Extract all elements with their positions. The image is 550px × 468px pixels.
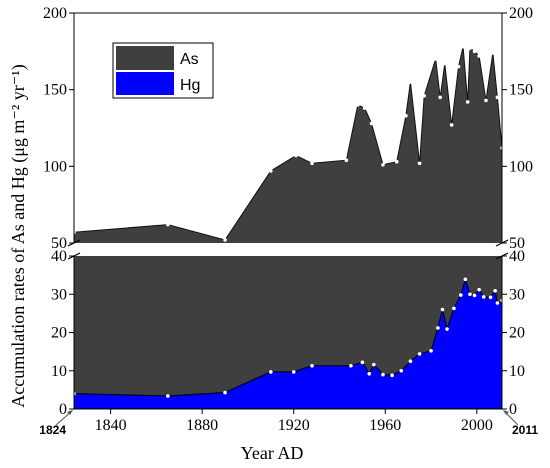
as-data-point — [166, 222, 170, 227]
hg-data-point — [372, 362, 376, 367]
as-data-point — [310, 161, 314, 166]
hg-data-point — [74, 391, 76, 396]
hg-data-point — [500, 298, 502, 303]
hg-data-point — [360, 360, 365, 365]
y-tick-label-lower-right: 30 — [509, 286, 525, 303]
hg-data-point — [291, 370, 296, 374]
hg-data-point — [481, 295, 486, 299]
hg-data-point — [166, 394, 170, 398]
as-data-point — [74, 230, 76, 235]
as-data-point — [491, 51, 495, 55]
y-tick-label-lower-right: 20 — [509, 325, 525, 342]
hg-data-point — [429, 349, 433, 353]
y-tick-label-upper-right: 50 — [509, 235, 525, 252]
y-tick-label-upper-left: 150 — [43, 82, 67, 99]
as-data-point — [500, 146, 502, 150]
hg-data-point — [390, 373, 394, 378]
y-tick-label-lower-left: 20 — [51, 325, 67, 342]
x-tick-label: 1880 — [186, 417, 218, 434]
x-tick-label: 2000 — [461, 417, 493, 434]
as-data-point — [404, 113, 408, 118]
hg-data-point — [399, 368, 404, 373]
as-data-point — [362, 106, 367, 110]
as-data-point — [417, 161, 422, 166]
as-data-point — [394, 159, 399, 164]
y-axis-title: Accumulation rates of As and Hg (μg m⁻² … — [8, 64, 29, 407]
y-tick-label-lower-right: 40 — [509, 248, 525, 265]
annotation-arrowhead-start — [67, 410, 73, 415]
hg-data-point — [436, 326, 440, 330]
as-data-point — [408, 80, 413, 84]
y-tick-label-lower-left: 0 — [59, 401, 67, 418]
as-data-point — [381, 163, 385, 167]
hg-data-point — [463, 277, 468, 282]
hg-data-point — [472, 293, 477, 298]
as-data-point — [484, 98, 488, 103]
hg-data-point — [417, 352, 422, 356]
legend-swatch-hg — [116, 72, 174, 95]
hg-data-point — [269, 370, 273, 374]
as-data-point — [477, 54, 481, 58]
x-axis-title: Year AD — [241, 443, 304, 463]
as-data-point — [223, 238, 227, 242]
y-tick-label-lower-right: 10 — [509, 363, 525, 380]
hg-data-point — [408, 359, 413, 363]
as-data-point — [461, 44, 465, 49]
hg-data-point — [468, 292, 472, 297]
hg-data-point — [310, 363, 314, 368]
as-data-point — [344, 158, 349, 162]
hg-data-point — [223, 390, 227, 395]
y-tick-label-upper-left: 200 — [43, 5, 67, 22]
y-tick-label-upper-right: 200 — [509, 5, 533, 22]
legend-swatch-as — [116, 46, 174, 70]
hg-data-point — [452, 306, 456, 311]
as-data-point — [472, 49, 477, 54]
y-tick-label-lower-left: 10 — [51, 363, 67, 380]
hg-data-point — [477, 287, 481, 292]
annotation-end-year: 2011 — [512, 423, 538, 437]
hg-data-point — [440, 307, 445, 312]
as-data-point — [269, 169, 273, 173]
as-data-point — [465, 100, 470, 104]
hg-data-point — [459, 293, 463, 297]
legend-label-as: As — [180, 51, 199, 68]
annotation-arrowhead-end — [503, 410, 509, 415]
as-data-point — [438, 95, 443, 100]
y-tick-label-upper-left: 50 — [51, 235, 67, 252]
x-tick-label: 1960 — [369, 417, 401, 434]
hg-data-point — [493, 289, 497, 293]
y-tick-label-upper-right: 150 — [509, 82, 533, 99]
hg-data-point — [488, 295, 493, 300]
as-data-point — [294, 153, 298, 158]
as-data-point — [449, 123, 454, 127]
as-data-point — [495, 95, 500, 100]
hg-data-point — [495, 301, 500, 305]
as-data-point — [442, 61, 447, 66]
legend-label-hg: Hg — [180, 77, 200, 94]
y-tick-label-lower-right: 0 — [509, 401, 517, 418]
hg-data-point — [445, 327, 449, 331]
hg-data-point — [381, 372, 385, 377]
y-tick-label-lower-left: 30 — [51, 286, 67, 303]
y-tick-label-upper-left: 100 — [43, 158, 67, 175]
as-data-point — [422, 94, 426, 98]
plot-area — [74, 44, 502, 409]
y-tick-label-upper-right: 100 — [509, 158, 533, 175]
as-data-point — [433, 57, 438, 61]
as-data-point — [369, 121, 374, 126]
as-data-point — [468, 46, 472, 51]
hg-data-point — [367, 372, 372, 376]
annotation-start-year: 1824 — [39, 423, 66, 437]
x-tick-label: 1840 — [95, 417, 127, 434]
x-tick-label: 1920 — [278, 417, 310, 434]
hg-data-point — [349, 363, 353, 368]
as-data-point — [356, 103, 360, 107]
legend: As Hg — [112, 42, 214, 99]
y-tick-label-lower-left: 40 — [51, 248, 67, 265]
as-data-point — [456, 64, 461, 69]
